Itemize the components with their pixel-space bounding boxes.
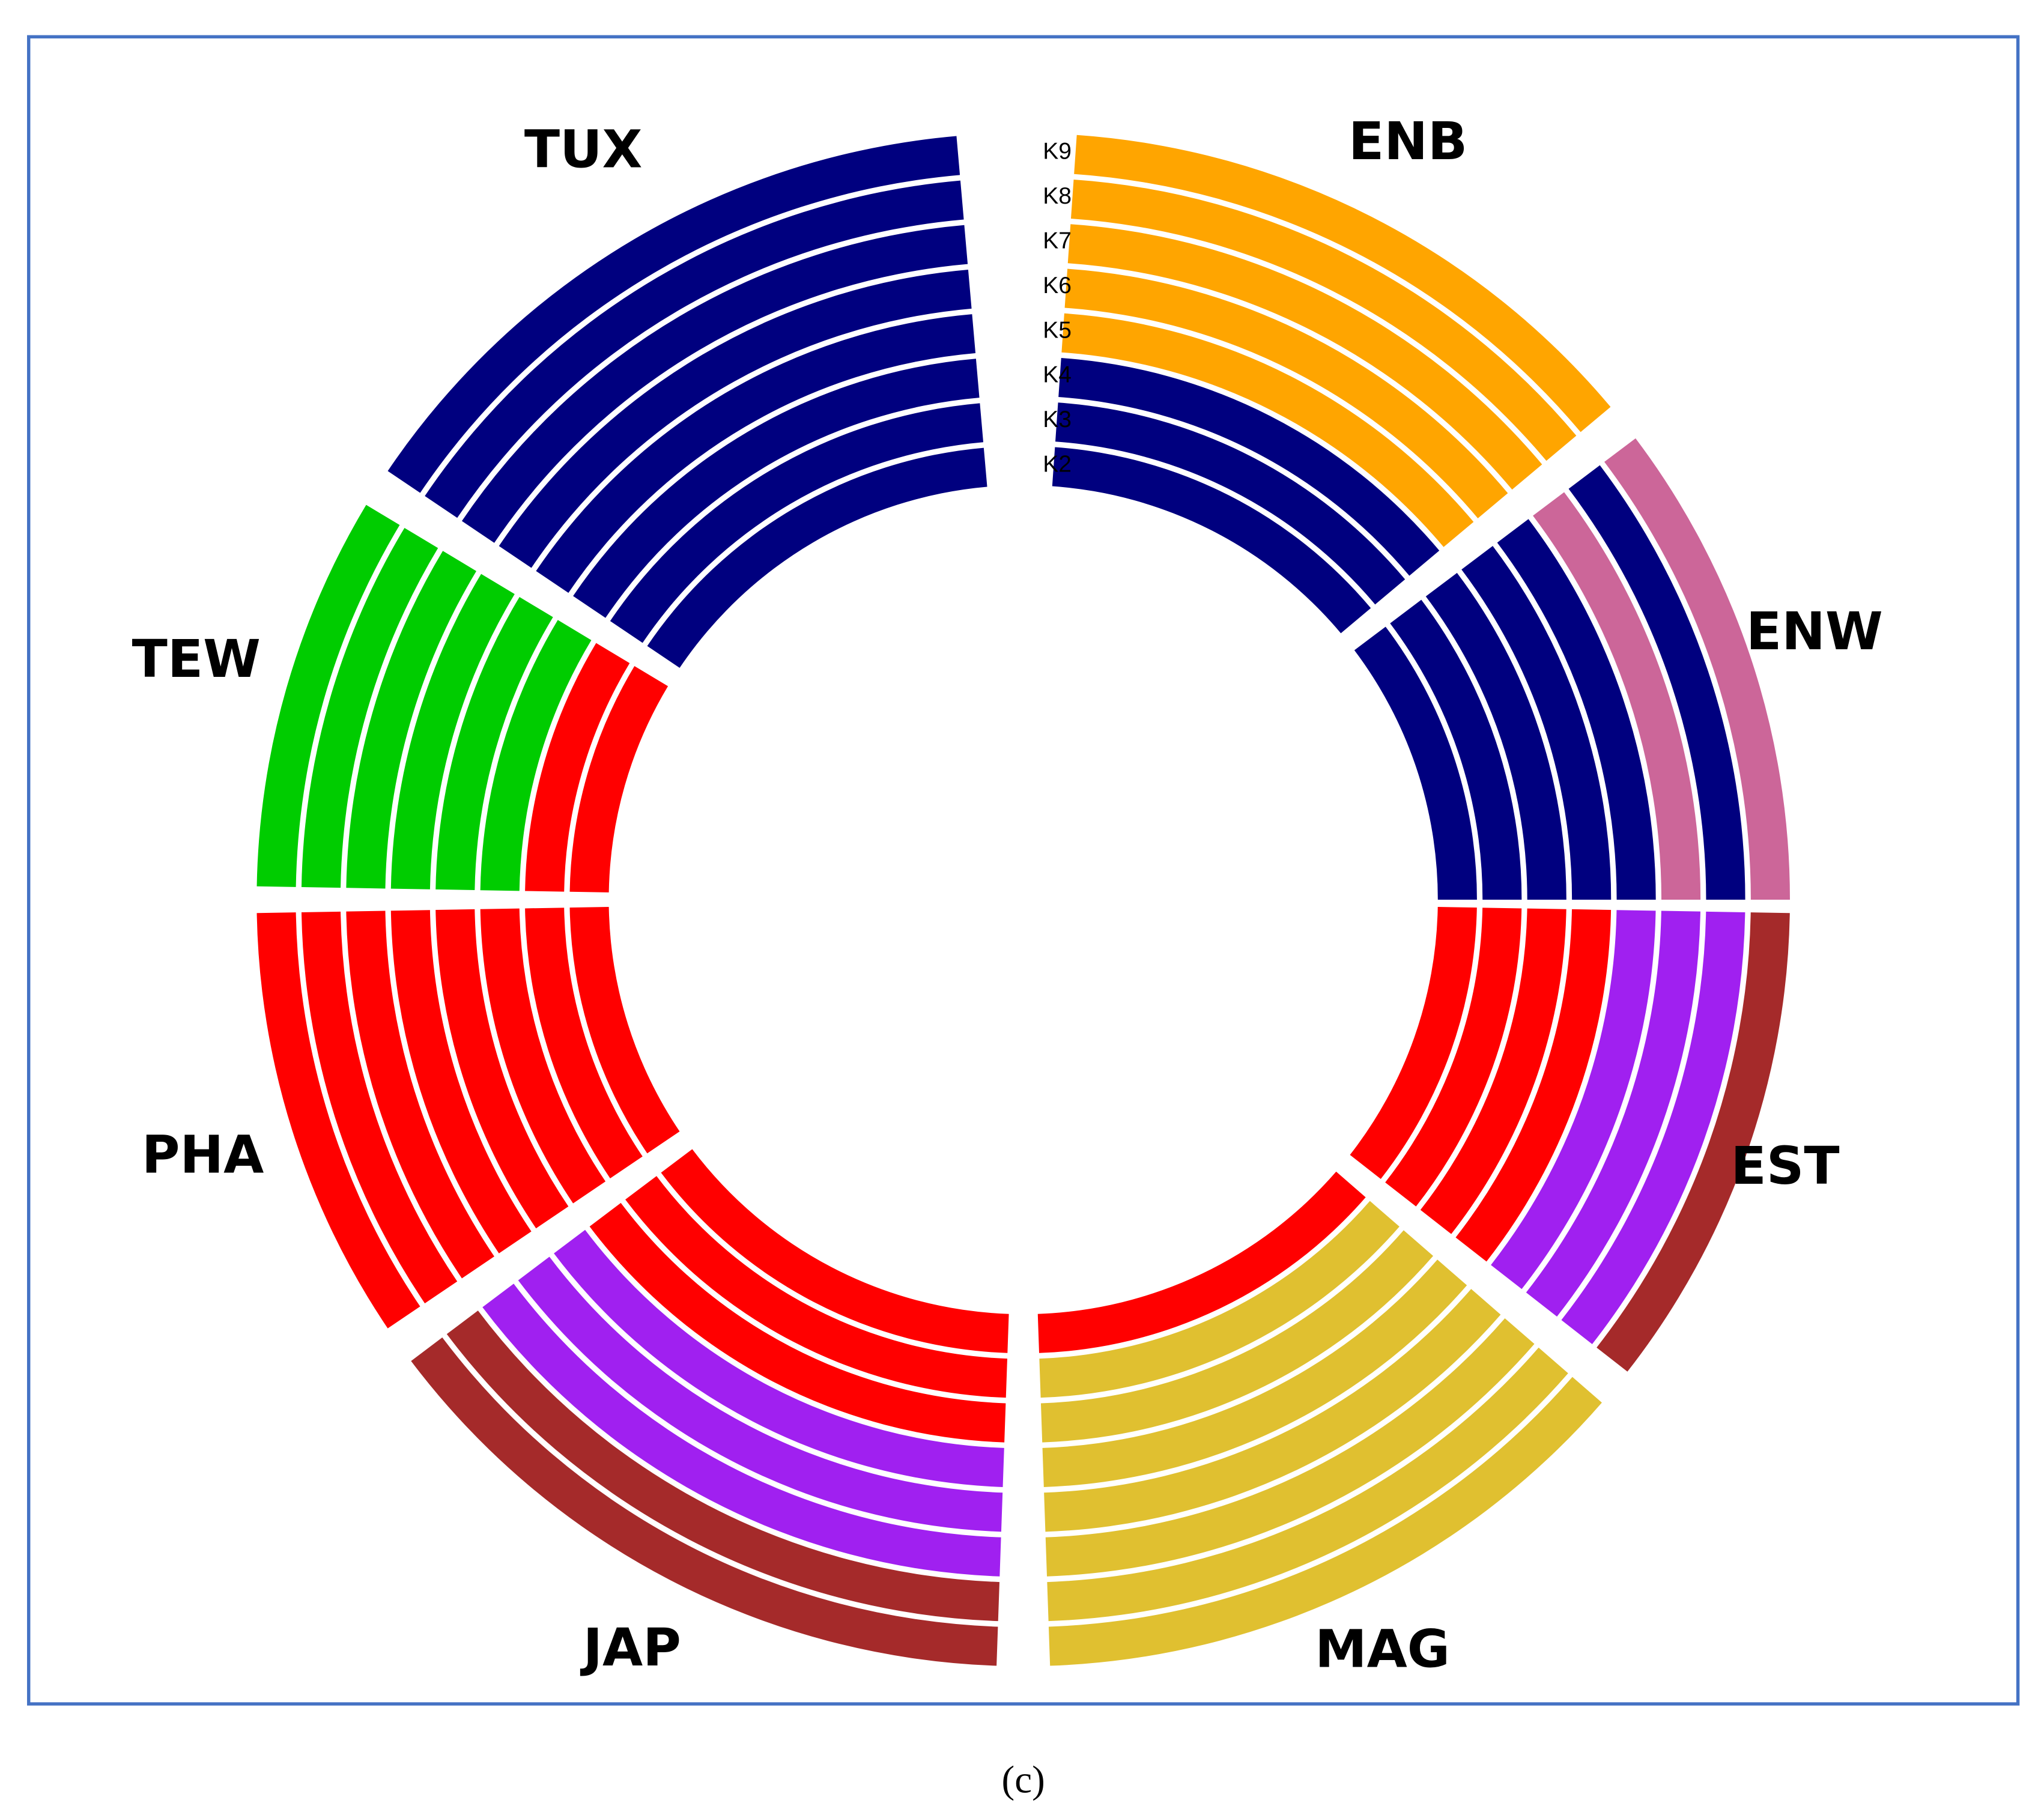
frame [27,35,2020,1706]
ring-segment [1385,908,1522,1207]
ring-segment [301,527,438,888]
ring-segment [569,665,669,892]
ring-segment [346,911,494,1279]
ring-segment [480,620,592,891]
ring-segment [1048,1377,1602,1666]
ring-segment [346,551,477,889]
ring-segment [536,314,976,593]
ring-segment [1461,546,1612,900]
ring-segment [1390,599,1522,900]
group-label: TEW [132,629,261,689]
ring-segment [1052,447,1371,634]
ring-segment [411,1337,998,1666]
ring-segment [1425,572,1566,900]
ring-segment [1058,358,1440,576]
k-label: K8 [1043,183,1072,209]
ring-segment [390,910,532,1253]
ring-segment [1067,224,1542,490]
group-label: TUX [524,119,643,180]
ring-segment [1526,911,1700,1317]
ring-segment [569,907,680,1154]
ring-segment [1350,907,1477,1179]
ring-segment [647,447,987,668]
ring-segment [1055,402,1406,605]
ring-segment [625,1176,1007,1398]
ring-segment [1420,908,1566,1234]
ring-segment [446,1310,999,1622]
ring-segment [1455,909,1612,1262]
ring-segment [256,505,400,887]
ring-segment [1597,912,1790,1372]
caption: (c) [1002,1758,1045,1801]
ring-segment [1039,1201,1400,1398]
ring-segment [301,911,458,1304]
ring-segment [435,909,569,1229]
k-label: K2 [1043,452,1072,477]
ring-segment [573,359,980,618]
ring-segment [1047,1347,1568,1622]
group-label: PHA [142,1125,264,1186]
group-label: ENB [1348,111,1467,172]
ring-segment [1070,180,1577,461]
ring-segment [1604,438,1791,900]
ring-segment [1491,910,1656,1289]
ring-segment [554,1229,1004,1487]
group-label: MAG [1315,1619,1450,1680]
ring-segment [525,908,643,1178]
ring-segment [610,403,984,643]
ring-segment [525,643,630,892]
ring-segment [1533,492,1701,900]
ring-segment [256,912,420,1329]
k-label: K4 [1043,362,1072,388]
ring-segment [387,136,960,493]
ring-segment [425,180,964,518]
ring-segment [1045,1318,1535,1577]
k-label: K9 [1043,139,1072,165]
ring-segment [435,596,553,891]
ring-segment [1064,268,1508,518]
k-label: K7 [1043,228,1072,253]
ring-segment [1568,465,1745,900]
k-label: K3 [1043,407,1072,432]
ring-segment [1037,1171,1366,1353]
ring-segment [1042,1259,1467,1487]
ring-segment [518,1256,1003,1532]
ring-segment [661,1149,1009,1353]
ring-segment [1061,313,1474,547]
ring-segment [1354,626,1477,900]
k-label: K5 [1043,317,1072,343]
group-label: EST [1731,1136,1840,1196]
group-label: ENW [1746,601,1883,662]
ring-segment [482,1283,1001,1577]
ring-segment [1497,519,1656,900]
ring-segment [1040,1230,1434,1443]
ring-segment [390,574,515,889]
ring-segment [1074,135,1611,432]
k-label: K6 [1043,273,1072,298]
group-label: JAP [580,1617,681,1678]
ring-segment [589,1202,1006,1443]
ring-segment [1561,911,1745,1344]
ring-segment [499,269,972,568]
ring-segment [480,908,606,1204]
ring-segment [461,225,968,543]
ring-segment [1044,1289,1501,1532]
